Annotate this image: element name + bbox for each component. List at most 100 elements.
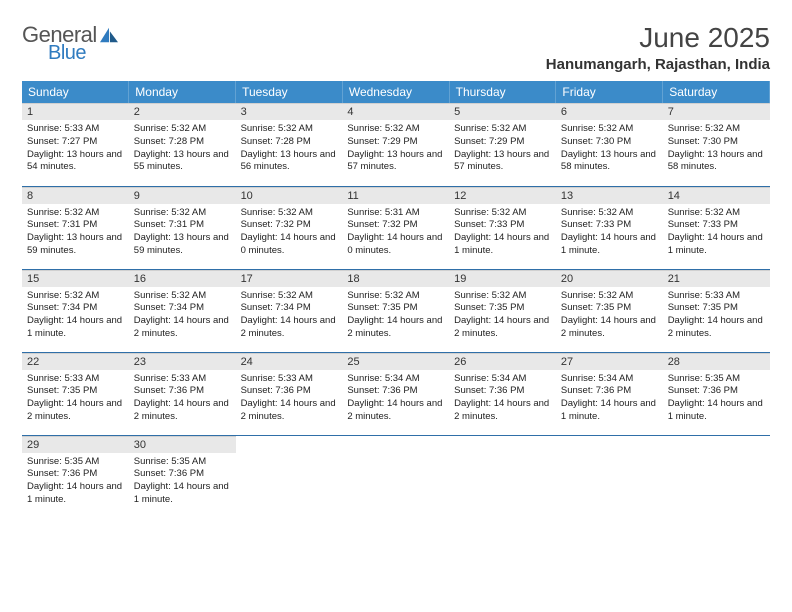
day-body: Sunrise: 5:32 AMSunset: 7:31 PMDaylight:… [22,204,129,260]
day-body: Sunrise: 5:33 AMSunset: 7:36 PMDaylight:… [236,370,343,426]
brand-logo: General Blue [22,22,120,65]
day-number: 3 [236,103,343,120]
calendar-cell: 2Sunrise: 5:32 AMSunset: 7:28 PMDaylight… [129,103,236,186]
day-body: Sunrise: 5:32 AMSunset: 7:28 PMDaylight:… [236,120,343,176]
day-body: Sunrise: 5:35 AMSunset: 7:36 PMDaylight:… [129,453,236,509]
calendar-cell: 27Sunrise: 5:34 AMSunset: 7:36 PMDayligh… [556,352,663,435]
calendar-cell: 13Sunrise: 5:32 AMSunset: 7:33 PMDayligh… [556,186,663,269]
day-body: Sunrise: 5:35 AMSunset: 7:36 PMDaylight:… [663,370,770,426]
day-number: 23 [129,353,236,370]
calendar-cell: 7Sunrise: 5:32 AMSunset: 7:30 PMDaylight… [663,103,770,186]
day-body: Sunrise: 5:32 AMSunset: 7:34 PMDaylight:… [22,287,129,343]
calendar-cell: .. [342,435,449,518]
calendar-cell: .. [556,435,663,518]
calendar-cell: .. [236,435,343,518]
weekday-header: Sunday [22,81,129,103]
day-body: Sunrise: 5:32 AMSunset: 7:33 PMDaylight:… [449,204,556,260]
calendar-cell: 23Sunrise: 5:33 AMSunset: 7:36 PMDayligh… [129,352,236,435]
calendar-cell: 26Sunrise: 5:34 AMSunset: 7:36 PMDayligh… [449,352,556,435]
day-number: 16 [129,270,236,287]
day-body: Sunrise: 5:33 AMSunset: 7:36 PMDaylight:… [129,370,236,426]
weekday-header: Monday [129,81,236,103]
calendar-cell: 22Sunrise: 5:33 AMSunset: 7:35 PMDayligh… [22,352,129,435]
day-number: 18 [342,270,449,287]
day-number: 17 [236,270,343,287]
calendar-cell: 11Sunrise: 5:31 AMSunset: 7:32 PMDayligh… [342,186,449,269]
calendar-cell: 18Sunrise: 5:32 AMSunset: 7:35 PMDayligh… [342,269,449,352]
day-number: 6 [556,103,663,120]
calendar-cell: 20Sunrise: 5:32 AMSunset: 7:35 PMDayligh… [556,269,663,352]
calendar-cell: 9Sunrise: 5:32 AMSunset: 7:31 PMDaylight… [129,186,236,269]
day-body: Sunrise: 5:31 AMSunset: 7:32 PMDaylight:… [342,204,449,260]
day-body: Sunrise: 5:32 AMSunset: 7:30 PMDaylight:… [663,120,770,176]
day-body: Sunrise: 5:32 AMSunset: 7:35 PMDaylight:… [449,287,556,343]
day-number: 12 [449,187,556,204]
day-number: 24 [236,353,343,370]
weekday-header: Friday [556,81,663,103]
header: General Blue June 2025 Hanumangarh, Raja… [22,22,770,73]
calendar-cell: 1Sunrise: 5:33 AMSunset: 7:27 PMDaylight… [22,103,129,186]
logo-sail-icon [98,26,120,44]
brand-word2: Blue [48,42,120,65]
day-number: 20 [556,270,663,287]
day-number: 4 [342,103,449,120]
weekday-header: Wednesday [342,81,449,103]
day-number: 1 [22,103,129,120]
calendar-cell: .. [663,435,770,518]
calendar-body: 1Sunrise: 5:33 AMSunset: 7:27 PMDaylight… [22,103,770,518]
day-body: Sunrise: 5:34 AMSunset: 7:36 PMDaylight:… [342,370,449,426]
day-body: Sunrise: 5:32 AMSunset: 7:35 PMDaylight:… [342,287,449,343]
day-body: Sunrise: 5:32 AMSunset: 7:35 PMDaylight:… [556,287,663,343]
day-number: 29 [22,436,129,453]
day-number: 9 [129,187,236,204]
weekday-header: Saturday [663,81,770,103]
day-body: Sunrise: 5:32 AMSunset: 7:29 PMDaylight:… [449,120,556,176]
day-body: Sunrise: 5:35 AMSunset: 7:36 PMDaylight:… [22,453,129,509]
weekday-header: Tuesday [236,81,343,103]
calendar-cell: 5Sunrise: 5:32 AMSunset: 7:29 PMDaylight… [449,103,556,186]
day-body: Sunrise: 5:32 AMSunset: 7:31 PMDaylight:… [129,204,236,260]
day-body: Sunrise: 5:33 AMSunset: 7:35 PMDaylight:… [663,287,770,343]
day-number: 26 [449,353,556,370]
day-number: 13 [556,187,663,204]
day-number: 5 [449,103,556,120]
calendar-cell: 28Sunrise: 5:35 AMSunset: 7:36 PMDayligh… [663,352,770,435]
calendar-cell: 19Sunrise: 5:32 AMSunset: 7:35 PMDayligh… [449,269,556,352]
day-body: Sunrise: 5:32 AMSunset: 7:33 PMDaylight:… [663,204,770,260]
weekday-header: Thursday [449,81,556,103]
calendar-cell: 4Sunrise: 5:32 AMSunset: 7:29 PMDaylight… [342,103,449,186]
location-text: Hanumangarh, Rajasthan, India [546,56,770,73]
day-body: Sunrise: 5:33 AMSunset: 7:27 PMDaylight:… [22,120,129,176]
calendar-cell: 24Sunrise: 5:33 AMSunset: 7:36 PMDayligh… [236,352,343,435]
calendar-table: SundayMondayTuesdayWednesdayThursdayFrid… [22,81,770,518]
calendar-cell: 21Sunrise: 5:33 AMSunset: 7:35 PMDayligh… [663,269,770,352]
calendar-cell: 15Sunrise: 5:32 AMSunset: 7:34 PMDayligh… [22,269,129,352]
day-number: 28 [663,353,770,370]
calendar-cell: 16Sunrise: 5:32 AMSunset: 7:34 PMDayligh… [129,269,236,352]
day-body: Sunrise: 5:32 AMSunset: 7:34 PMDaylight:… [129,287,236,343]
day-body: Sunrise: 5:32 AMSunset: 7:33 PMDaylight:… [556,204,663,260]
calendar-cell: 17Sunrise: 5:32 AMSunset: 7:34 PMDayligh… [236,269,343,352]
calendar-cell: .. [449,435,556,518]
calendar-cell: 14Sunrise: 5:32 AMSunset: 7:33 PMDayligh… [663,186,770,269]
day-number: 30 [129,436,236,453]
day-number: 15 [22,270,129,287]
day-body: Sunrise: 5:34 AMSunset: 7:36 PMDaylight:… [449,370,556,426]
month-title: June 2025 [546,22,770,54]
day-number: 11 [342,187,449,204]
calendar-cell: 3Sunrise: 5:32 AMSunset: 7:28 PMDaylight… [236,103,343,186]
day-body: Sunrise: 5:32 AMSunset: 7:28 PMDaylight:… [129,120,236,176]
calendar-cell: 6Sunrise: 5:32 AMSunset: 7:30 PMDaylight… [556,103,663,186]
day-number: 22 [22,353,129,370]
title-block: June 2025 Hanumangarh, Rajasthan, India [546,22,770,73]
day-body: Sunrise: 5:32 AMSunset: 7:34 PMDaylight:… [236,287,343,343]
day-number: 19 [449,270,556,287]
calendar-cell: 29Sunrise: 5:35 AMSunset: 7:36 PMDayligh… [22,435,129,518]
day-body: Sunrise: 5:34 AMSunset: 7:36 PMDaylight:… [556,370,663,426]
calendar-head: SundayMondayTuesdayWednesdayThursdayFrid… [22,81,770,103]
day-number: 8 [22,187,129,204]
calendar-cell: 8Sunrise: 5:32 AMSunset: 7:31 PMDaylight… [22,186,129,269]
day-body: Sunrise: 5:33 AMSunset: 7:35 PMDaylight:… [22,370,129,426]
day-number: 25 [342,353,449,370]
day-number: 10 [236,187,343,204]
